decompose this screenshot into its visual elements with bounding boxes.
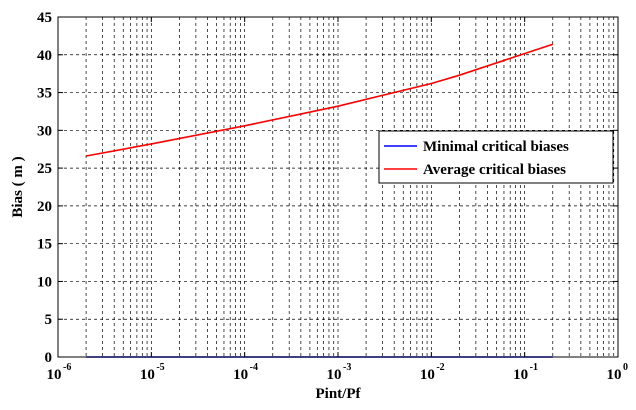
x-tick-label: 10: [607, 367, 622, 383]
x-tick-label: 10: [420, 367, 435, 383]
x-tick-label: 10: [140, 367, 155, 383]
y-tick-label: 10: [37, 274, 52, 290]
x-tick-exponent: -2: [436, 362, 444, 373]
legend-box: [378, 130, 614, 184]
y-tick-label: 40: [37, 48, 52, 64]
x-tick-exponent: -1: [530, 362, 538, 373]
x-tick-exponent: -5: [156, 362, 164, 373]
y-tick-label: 0: [45, 350, 53, 366]
y-axis-title: Bias ( m ): [10, 156, 26, 217]
x-tick-exponent: -6: [63, 362, 71, 373]
x-tick-exponent: -4: [250, 362, 258, 373]
x-tick-exponent: -3: [343, 362, 351, 373]
y-tick-label: 45: [37, 10, 52, 26]
legend-label-average: Average critical biases: [423, 162, 566, 178]
y-tick-label: 25: [37, 161, 52, 177]
y-tick-label: 20: [37, 199, 52, 215]
x-tick-label: 10: [513, 367, 528, 383]
series-layer: [85, 43, 554, 358]
x-tick-label: 10: [327, 367, 342, 383]
x-tick-label: 10: [233, 367, 248, 383]
legend: Minimal critical biases Average critical…: [378, 130, 614, 184]
x-axis-title: Pint/Pf: [316, 386, 362, 402]
y-tick-label: 15: [37, 237, 52, 253]
legend-label-minimal: Minimal critical biases: [423, 139, 569, 155]
x-tick-label: 10: [47, 367, 62, 383]
x-tick-labels: 10 -6 10 -5 10 -4 10 -3 10 -2 10 -1 10 0: [47, 17, 628, 383]
y-tick-label: 30: [37, 123, 52, 139]
y-tick-label: 5: [45, 312, 53, 328]
y-tick-labels: 0 5 10 15 20 25 30 35 40 45: [37, 10, 618, 366]
y-tick-label: 35: [37, 86, 52, 102]
grid: [58, 17, 618, 357]
x-tick-exponent: 0: [623, 362, 628, 373]
series-line-average: [85, 43, 554, 157]
